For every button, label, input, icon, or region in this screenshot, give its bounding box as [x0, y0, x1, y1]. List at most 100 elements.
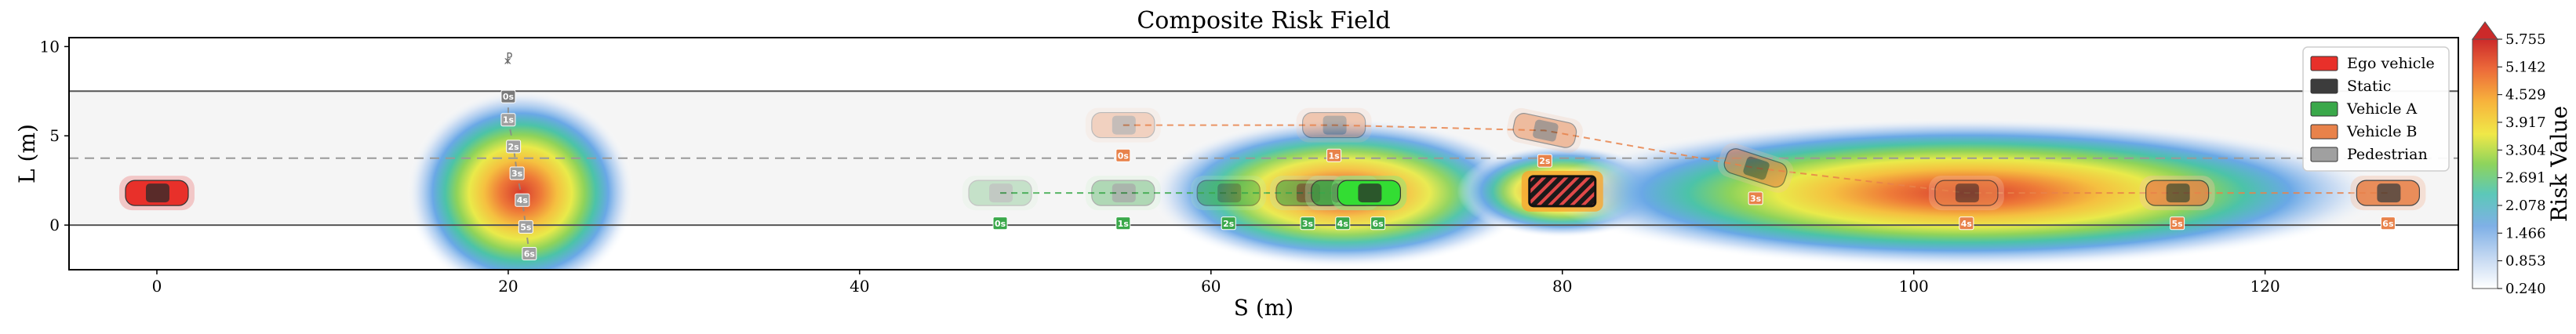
pedestrian-label-4s-tag	[515, 193, 530, 207]
colorbar-tick-label-4.529: 4.529	[2505, 87, 2546, 103]
vehicle-b-car-2s-cabin	[1533, 119, 1559, 142]
pedestrian-label-1s: 1s	[503, 115, 515, 125]
vehicle-a-label-2s-tag	[1221, 216, 1236, 231]
vehicle-b-label-4s-tag	[1959, 216, 1974, 231]
vehicle-a-car-1s-body	[1091, 180, 1155, 206]
vehicle-a-label-4s: 4s	[1337, 219, 1349, 229]
vehicle-b-car-2s	[1506, 107, 1583, 153]
vehicle-a-label-0s: 0s	[995, 219, 1006, 229]
colorbar-extend-arrow	[2472, 21, 2498, 40]
colorbar-gradient	[2472, 38, 2498, 289]
vehicle-a-car-2s-cabin	[1217, 183, 1242, 203]
vehicle-b-car-5s	[2139, 176, 2215, 211]
legend-label-0: Ego vehicle	[2347, 55, 2435, 72]
vehicle-b-car-0s	[1085, 107, 1161, 143]
colorbar: 0.240 0.853 1.466 2.078 2.691 3.304 3.917 4.529…	[2472, 21, 2572, 297]
vehicle-a-car-0s-body	[968, 180, 1032, 206]
colorbar-tick-label-2.691: 2.691	[2505, 170, 2546, 187]
legend-label-1: Static	[2347, 78, 2391, 95]
legend-swatch-2	[2310, 101, 2338, 117]
pedestrian-label-1s-tag	[500, 113, 516, 127]
x-tick-label-120: 120	[2250, 277, 2280, 296]
vehicle-b-car-0s-cabin	[1112, 115, 1136, 135]
static-obstacle	[1528, 175, 1597, 208]
pedestrian-label-3s: 3s	[511, 169, 523, 179]
y-tick-label-10: 10	[40, 37, 60, 56]
vehicle-a-car-2s-halo	[1191, 176, 1267, 211]
vehicle-b-label-2s-tag	[1537, 154, 1552, 168]
vehicle-a-car-2s	[1191, 176, 1267, 211]
vehicle-b-label-2s: 2s	[1539, 156, 1551, 166]
x-tick-label-20: 20	[498, 277, 518, 296]
vehicle-b-label-6s-tag	[2380, 216, 2396, 231]
x-tick-label-80: 80	[1552, 277, 1572, 296]
legend-swatch-3	[2310, 124, 2338, 140]
x-axis-label: S (m)	[1234, 295, 1293, 321]
legend: Ego vehicle Static Vehicle A Vehicle B Pedes…	[2302, 46, 2450, 172]
colorbar-tick-label-3.917: 3.917	[2505, 114, 2546, 131]
x-tick-label-100: 100	[1899, 277, 1929, 296]
ego-vehicle	[118, 176, 195, 211]
pedestrian-label-6s-tag	[522, 247, 537, 261]
pedestrian-label-0s-tag	[500, 89, 516, 103]
vehicle-b-label-1s-tag	[1326, 148, 1342, 162]
colorbar-tick-label-0.853: 0.853	[2505, 253, 2546, 270]
vehicle-b-label-1s: 1s	[1328, 151, 1340, 161]
vehicle-a-car-2s-body	[1196, 180, 1261, 206]
vehicle-b-label-4s: 4s	[1961, 219, 1973, 229]
x-tick-label-0: 0	[152, 277, 162, 296]
vehicle-a-car-0s	[962, 176, 1039, 211]
vehicle-b-car-1s	[1296, 107, 1372, 143]
vehicle-b-car-2s-body	[1512, 113, 1577, 148]
vehicle-a-label-3s-tag	[1300, 216, 1315, 231]
vehicle-a-label-3s: 3s	[1302, 219, 1314, 229]
legend-swatch-1	[2310, 78, 2338, 94]
vehicle-b-label-6s: 6s	[2382, 219, 2394, 229]
legend-box	[2302, 46, 2450, 172]
y-tick-label-5: 5	[49, 126, 60, 145]
vehicle-b-car-0s-body	[1091, 111, 1155, 139]
colorbar-tick-label-0.240: 0.240	[2505, 281, 2546, 297]
vehicle-a-car-6s-cabin	[1358, 183, 1382, 203]
vehicle-b-label-5s-tag	[2170, 216, 2185, 231]
legend-label-2: Vehicle A	[2346, 100, 2418, 118]
pedestrian-label-2s: 2s	[508, 142, 520, 152]
x-tick-label-40: 40	[850, 277, 869, 296]
colorbar-label: Risk Value	[2546, 106, 2572, 222]
vehicle-a-label-0s-tag	[992, 216, 1008, 231]
vehicle-b-car-5s-cabin	[2166, 183, 2190, 203]
y-axis-label: L (m)	[14, 124, 40, 183]
vehicle-b-car-6s-cabin	[2377, 183, 2401, 203]
vehicle-a-label-6s-tag	[1370, 216, 1386, 231]
x-tick-label-60: 60	[1201, 277, 1221, 296]
vehicle-b-car-3s	[1717, 143, 1794, 193]
ego-vehicle-cabin	[145, 183, 169, 203]
pedestrian-label-6s: 6s	[524, 249, 536, 260]
vehicle-a-label-1s: 1s	[1118, 219, 1130, 229]
chart-title: Composite Risk Field	[1137, 7, 1390, 34]
pedestrian-label-5s-tag	[518, 220, 533, 234]
vehicle-a-car-1s	[1085, 176, 1161, 211]
vehicle-a-label-2s: 2s	[1223, 219, 1235, 229]
vehicle-a-car-0s-halo	[962, 176, 1039, 211]
vehicle-a-car-0s-cabin	[989, 183, 1013, 203]
plot-area: 0s 1s 2s 3s 4s 6s 0s 1s 2s 3s 4s 5s 6s ☧ 0s 1s 2s 3s 4s 5s 6…	[68, 37, 2459, 270]
colorbar-tick-label-5.755: 5.755	[2505, 31, 2546, 48]
colorbar-tick-label-2.078: 2.078	[2505, 198, 2546, 214]
vehicle-b-label-0s: 0s	[1118, 151, 1130, 161]
vehicle-b-car-4s	[1928, 176, 2004, 211]
pedestrian-label-3s-tag	[509, 166, 525, 180]
vehicle-b-label-0s-tag	[1115, 148, 1131, 162]
vehicle-b-car-6s	[2350, 176, 2426, 211]
colorbar-tick-label-5.142: 5.142	[2505, 59, 2546, 75]
vehicle-a-car-1s-halo	[1085, 176, 1161, 211]
vehicle-b-label-5s: 5s	[2172, 219, 2184, 229]
y-axis-ticks: 0 5 10	[40, 37, 69, 234]
vehicle-b-label-3s: 3s	[1750, 194, 1762, 204]
plot-frame	[68, 37, 2459, 270]
risk-field-pedestrian	[406, 89, 635, 270]
colorbar-tick-label-1.466: 1.466	[2505, 225, 2546, 241]
vehicle-b-car-1s-halo	[1296, 107, 1372, 143]
colorbar-ticks: 0.240 0.853 1.466 2.078 2.691 3.304 3.917 4.529…	[2498, 31, 2546, 297]
